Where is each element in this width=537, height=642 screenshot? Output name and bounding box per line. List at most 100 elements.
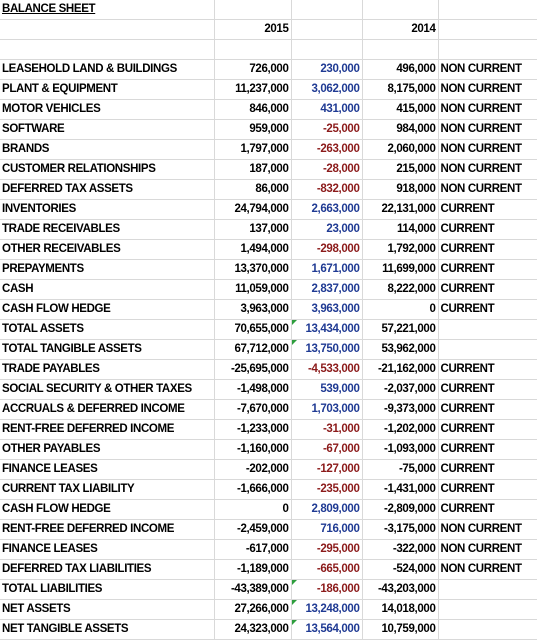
classification-cell[interactable] bbox=[438, 619, 537, 640]
classification-cell[interactable] bbox=[438, 339, 537, 360]
value-2014-cell[interactable]: 8,222,000 bbox=[362, 279, 439, 300]
classification-cell[interactable]: CURRENT bbox=[438, 419, 537, 440]
value-2014-cell[interactable]: -21,162,000 bbox=[362, 359, 439, 380]
classification-cell[interactable]: CURRENT bbox=[438, 259, 537, 280]
value-2014-cell[interactable]: -1,093,000 bbox=[362, 439, 439, 460]
value-2014-cell[interactable]: 114,000 bbox=[362, 219, 439, 240]
change-cell[interactable]: -665,000 bbox=[291, 559, 363, 580]
value-2015-cell[interactable]: 11,059,000 bbox=[214, 279, 292, 300]
change-cell[interactable]: -4,533,000 bbox=[291, 359, 363, 380]
row-label-cell[interactable]: ACCRUALS & DEFERRED INCOME bbox=[0, 399, 215, 420]
row-label-cell[interactable]: FINANCE LEASES bbox=[0, 459, 215, 480]
value-2015-cell[interactable]: -617,000 bbox=[214, 539, 292, 560]
value-2015-cell[interactable]: 13,370,000 bbox=[214, 259, 292, 280]
value-2014-cell[interactable]: -9,373,000 bbox=[362, 399, 439, 420]
empty-cell[interactable] bbox=[214, 0, 292, 20]
empty-cell[interactable] bbox=[0, 39, 215, 60]
row-label-cell[interactable]: INVENTORIES bbox=[0, 199, 215, 220]
change-cell[interactable]: 1,671,000 bbox=[291, 259, 363, 280]
value-2014-cell[interactable]: 8,175,000 bbox=[362, 79, 439, 100]
empty-cell[interactable] bbox=[291, 0, 363, 20]
value-2014-cell[interactable]: -2,037,000 bbox=[362, 379, 439, 400]
row-label-cell[interactable]: TOTAL TANGIBLE ASSETS bbox=[0, 339, 215, 360]
value-2015-cell[interactable]: -1,666,000 bbox=[214, 479, 292, 500]
value-2015-cell[interactable]: 846,000 bbox=[214, 99, 292, 120]
empty-cell[interactable] bbox=[291, 19, 363, 40]
classification-cell[interactable] bbox=[438, 579, 537, 600]
row-label-cell[interactable]: NET ASSETS bbox=[0, 599, 215, 620]
change-cell[interactable]: -28,000 bbox=[291, 159, 363, 180]
change-cell[interactable]: -298,000 bbox=[291, 239, 363, 260]
value-2014-cell[interactable]: -524,000 bbox=[362, 559, 439, 580]
empty-cell[interactable] bbox=[214, 39, 292, 60]
classification-cell[interactable]: CURRENT bbox=[438, 239, 537, 260]
change-cell[interactable]: -235,000 bbox=[291, 479, 363, 500]
row-label-cell[interactable]: SOCIAL SECURITY & OTHER TAXES bbox=[0, 379, 215, 400]
classification-cell[interactable]: CURRENT bbox=[438, 199, 537, 220]
value-2014-cell[interactable]: 496,000 bbox=[362, 59, 439, 80]
classification-cell[interactable] bbox=[438, 599, 537, 620]
row-label-cell[interactable]: PREPAYMENTS bbox=[0, 259, 215, 280]
value-2014-cell[interactable]: -1,431,000 bbox=[362, 479, 439, 500]
row-label-cell[interactable]: FINANCE LEASES bbox=[0, 539, 215, 560]
value-2014-cell[interactable]: 11,699,000 bbox=[362, 259, 439, 280]
value-2014-cell[interactable]: 984,000 bbox=[362, 119, 439, 140]
value-2015-cell[interactable]: -43,389,000 bbox=[214, 579, 292, 600]
classification-cell[interactable]: CURRENT bbox=[438, 219, 537, 240]
change-cell[interactable]: 2,663,000 bbox=[291, 199, 363, 220]
change-cell[interactable]: -67,000 bbox=[291, 439, 363, 460]
value-2014-cell[interactable]: -43,203,000 bbox=[362, 579, 439, 600]
row-label-cell[interactable]: CASH bbox=[0, 279, 215, 300]
value-2014-cell[interactable]: 10,759,000 bbox=[362, 619, 439, 640]
row-label-cell[interactable]: CUSTOMER RELATIONSHIPS bbox=[0, 159, 215, 180]
value-2015-cell[interactable]: -2,459,000 bbox=[214, 519, 292, 540]
classification-cell[interactable]: NON CURRENT bbox=[438, 559, 537, 580]
classification-cell[interactable]: CURRENT bbox=[438, 439, 537, 460]
change-cell[interactable]: 3,963,000 bbox=[291, 299, 363, 320]
value-2015-cell[interactable]: 0 bbox=[214, 499, 292, 520]
classification-cell[interactable]: NON CURRENT bbox=[438, 159, 537, 180]
row-label-cell[interactable]: DEFERRED TAX ASSETS bbox=[0, 179, 215, 200]
classification-cell[interactable]: NON CURRENT bbox=[438, 519, 537, 540]
value-2014-cell[interactable]: 57,221,000 bbox=[362, 319, 439, 340]
classification-cell[interactable]: NON CURRENT bbox=[438, 99, 537, 120]
value-2014-cell[interactable]: -1,202,000 bbox=[362, 419, 439, 440]
value-2015-cell[interactable]: -1,233,000 bbox=[214, 419, 292, 440]
classification-cell[interactable]: CURRENT bbox=[438, 459, 537, 480]
change-cell[interactable]: -31,000 bbox=[291, 419, 363, 440]
value-2015-cell[interactable]: 27,266,000 bbox=[214, 599, 292, 620]
value-2015-cell[interactable]: 67,712,000 bbox=[214, 339, 292, 360]
row-label-cell[interactable]: TOTAL LIABILITIES bbox=[0, 579, 215, 600]
row-label-cell[interactable]: RENT-FREE DEFERRED INCOME bbox=[0, 419, 215, 440]
change-cell[interactable]: 13,434,000 bbox=[291, 319, 363, 340]
classification-cell[interactable]: NON CURRENT bbox=[438, 79, 537, 100]
classification-cell[interactable]: NON CURRENT bbox=[438, 179, 537, 200]
change-cell[interactable]: 1,703,000 bbox=[291, 399, 363, 420]
empty-cell[interactable] bbox=[291, 39, 363, 60]
value-2015-cell[interactable]: 11,237,000 bbox=[214, 79, 292, 100]
value-2014-cell[interactable]: 918,000 bbox=[362, 179, 439, 200]
sheet-title[interactable]: BALANCE SHEET bbox=[0, 0, 215, 20]
classification-cell[interactable]: CURRENT bbox=[438, 279, 537, 300]
value-2015-cell[interactable]: 1,797,000 bbox=[214, 139, 292, 160]
classification-cell[interactable]: CURRENT bbox=[438, 359, 537, 380]
row-label-cell[interactable]: TRADE PAYABLES bbox=[0, 359, 215, 380]
row-label-cell[interactable]: MOTOR VEHICLES bbox=[0, 99, 215, 120]
row-label-cell[interactable]: NET TANGIBLE ASSETS bbox=[0, 619, 215, 640]
value-2014-cell[interactable]: 2,060,000 bbox=[362, 139, 439, 160]
change-cell[interactable]: 431,000 bbox=[291, 99, 363, 120]
row-label-cell[interactable]: TRADE RECEIVABLES bbox=[0, 219, 215, 240]
change-cell[interactable]: 13,564,000 bbox=[291, 619, 363, 640]
row-label-cell[interactable]: CURRENT TAX LIABILITY bbox=[0, 479, 215, 500]
classification-cell[interactable]: NON CURRENT bbox=[438, 539, 537, 560]
row-label-cell[interactable]: CASH FLOW HEDGE bbox=[0, 299, 215, 320]
change-cell[interactable]: -127,000 bbox=[291, 459, 363, 480]
value-2014-cell[interactable]: -3,175,000 bbox=[362, 519, 439, 540]
value-2014-cell[interactable]: 53,962,000 bbox=[362, 339, 439, 360]
value-2015-cell[interactable]: 86,000 bbox=[214, 179, 292, 200]
empty-cell[interactable] bbox=[438, 19, 537, 40]
empty-cell[interactable] bbox=[0, 19, 215, 40]
change-cell[interactable]: 230,000 bbox=[291, 59, 363, 80]
empty-cell[interactable] bbox=[438, 0, 537, 20]
value-2015-cell[interactable]: 70,655,000 bbox=[214, 319, 292, 340]
